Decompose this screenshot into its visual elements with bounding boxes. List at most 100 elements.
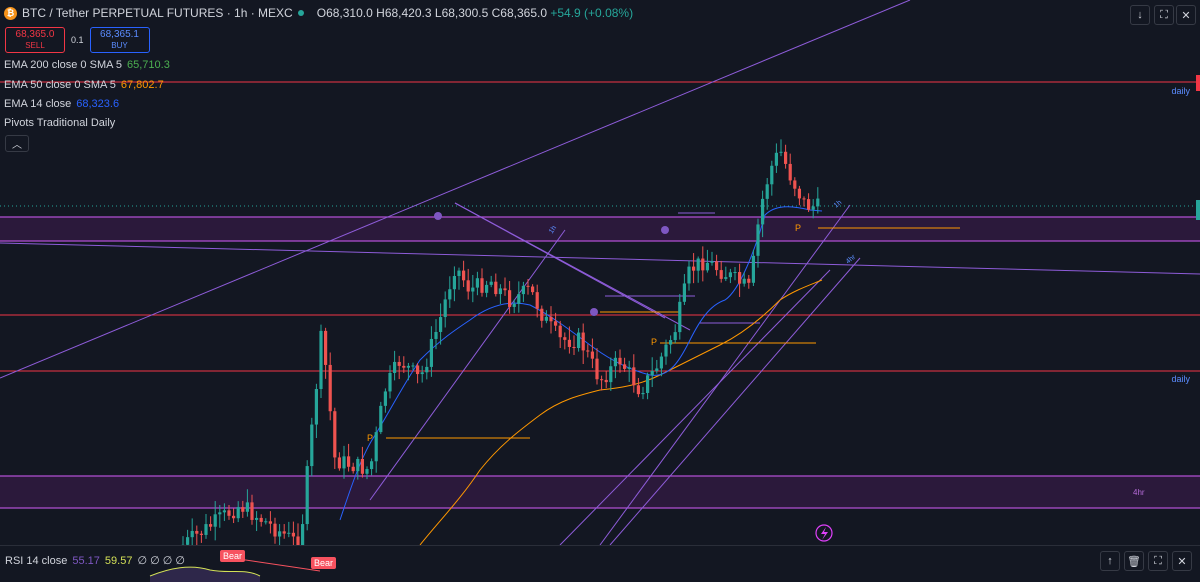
candle [218,512,221,514]
candle [651,371,654,375]
change-value: +54.9 (+0.08%) [550,6,633,20]
candle [430,339,433,367]
maximize-button[interactable]: ⛶ [1154,5,1174,25]
candle [563,337,566,340]
daily-label-top: daily [1171,86,1190,96]
candle [347,456,350,466]
candle [490,282,493,285]
candle [582,333,585,351]
rsi-toolbar: ↑ 🗑 ⛶ ✕ [1100,551,1192,571]
candle [715,261,718,270]
indicator-ema200[interactable]: EMA 200 close 0 SMA 5 65,710.3 [4,59,170,71]
rsi-rest: ∅ ∅ ∅ ∅ [137,554,185,567]
rsi-value-1: 55.17 [72,555,100,567]
candle [329,365,332,411]
candle [260,518,263,522]
bear-tag-1: Bear [220,550,245,562]
candle [384,391,387,405]
candle [471,288,474,292]
sell-label: SELL [12,40,58,51]
candle [517,294,520,304]
candle [195,531,198,534]
indicator-ema50[interactable]: EMA 50 close 0 SMA 5 67,802.7 [4,79,164,91]
pivot-label-2: P [651,337,657,347]
collapse-legend-button[interactable]: ︿ [5,135,29,152]
daily-label-mid: daily [1171,374,1190,384]
candle [439,317,442,332]
buy-button[interactable]: 68,365.1 BUY [90,27,150,53]
rsi-maximize-button[interactable]: ⛶ [1148,551,1168,571]
candle [807,199,810,210]
rsi-pane[interactable]: Bear Bear RSI 14 close 55.17 59.57 ∅ ∅ ∅… [0,545,1200,582]
candle [223,510,226,512]
candle [416,365,419,374]
symbol-header: ₿ BTC / Tether PERPETUAL FUTURES · 1h · … [4,6,633,20]
candle [568,340,571,347]
trendline-long-falling [0,243,1200,274]
candle [646,375,649,393]
candle [191,531,194,537]
candle [250,502,253,520]
indicator-ema14[interactable]: EMA 14 close 68,323.6 [4,98,119,110]
candle [678,302,681,332]
candle [476,278,479,287]
trendline-label-1h: 1h [833,199,844,209]
price-chart[interactable]: P P P 1h 4hr 1h [0,0,1200,545]
candle [273,524,276,537]
market-status-icon [298,10,304,16]
rsi-move-up-button[interactable]: ↑ [1100,551,1120,571]
pivot-label-3: P [795,223,801,233]
candle [623,364,626,369]
candle [683,283,686,301]
candle [513,304,516,307]
rsi-legend[interactable]: RSI 14 close 55.17 59.57 ∅ ∅ ∅ ∅ [5,554,185,567]
candle [600,379,603,380]
sell-button[interactable]: 68,365.0 SELL [5,27,65,53]
candle [706,263,709,271]
quantity[interactable]: 0.1 [71,35,84,45]
close-icon: ✕ [1181,9,1190,22]
candle [246,502,249,511]
candle [365,469,368,474]
candle [296,536,299,545]
maximize-icon: ⛶ [1160,9,1168,22]
candle [356,459,359,471]
support-zone [0,476,1200,508]
candle [775,153,778,166]
candle [789,164,792,181]
move-down-button[interactable]: ↓ [1130,5,1150,25]
candle [448,289,451,299]
candle [729,272,732,277]
candle [232,516,235,518]
close-button[interactable]: ✕ [1176,5,1196,25]
candle [614,358,617,366]
candle [766,184,769,199]
candle [761,199,764,225]
candle [747,279,750,283]
candle [200,534,203,535]
candle [724,277,727,279]
candle [595,359,598,380]
symbol-title[interactable]: BTC / Tether PERPETUAL FUTURES · 1h · ME… [22,6,293,20]
close-icon: ✕ [1177,555,1186,568]
candle [618,358,621,365]
sell-price: 68,365.0 [12,29,58,40]
candle [784,152,787,164]
marker-circle-3 [590,308,598,316]
bitcoin-icon: ₿ [4,7,17,20]
candle [508,290,511,307]
buy-label: BUY [97,40,143,51]
candle [591,352,594,359]
trash-icon: 🗑 [1127,555,1141,568]
candle [526,286,529,287]
indicator-pivots[interactable]: Pivots Traditional Daily [4,117,115,129]
rsi-close-button[interactable]: ✕ [1172,551,1192,571]
candle [733,272,736,273]
rsi-delete-button[interactable]: 🗑 [1124,551,1144,571]
chevron-up-icon: ︿ [12,136,22,151]
candle [398,362,401,366]
ohlc-values: O68,310.0 H68,420.3 L68,300.5 C68,365.0 … [317,6,633,20]
candle [752,256,755,283]
fourhr-label: 4hr [1133,488,1145,497]
candle [319,331,322,389]
